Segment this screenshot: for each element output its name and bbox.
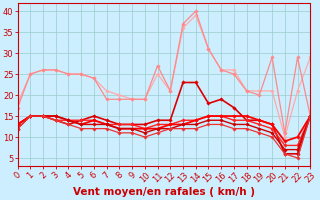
X-axis label: Vent moyen/en rafales ( km/h ): Vent moyen/en rafales ( km/h ) [73, 187, 255, 197]
